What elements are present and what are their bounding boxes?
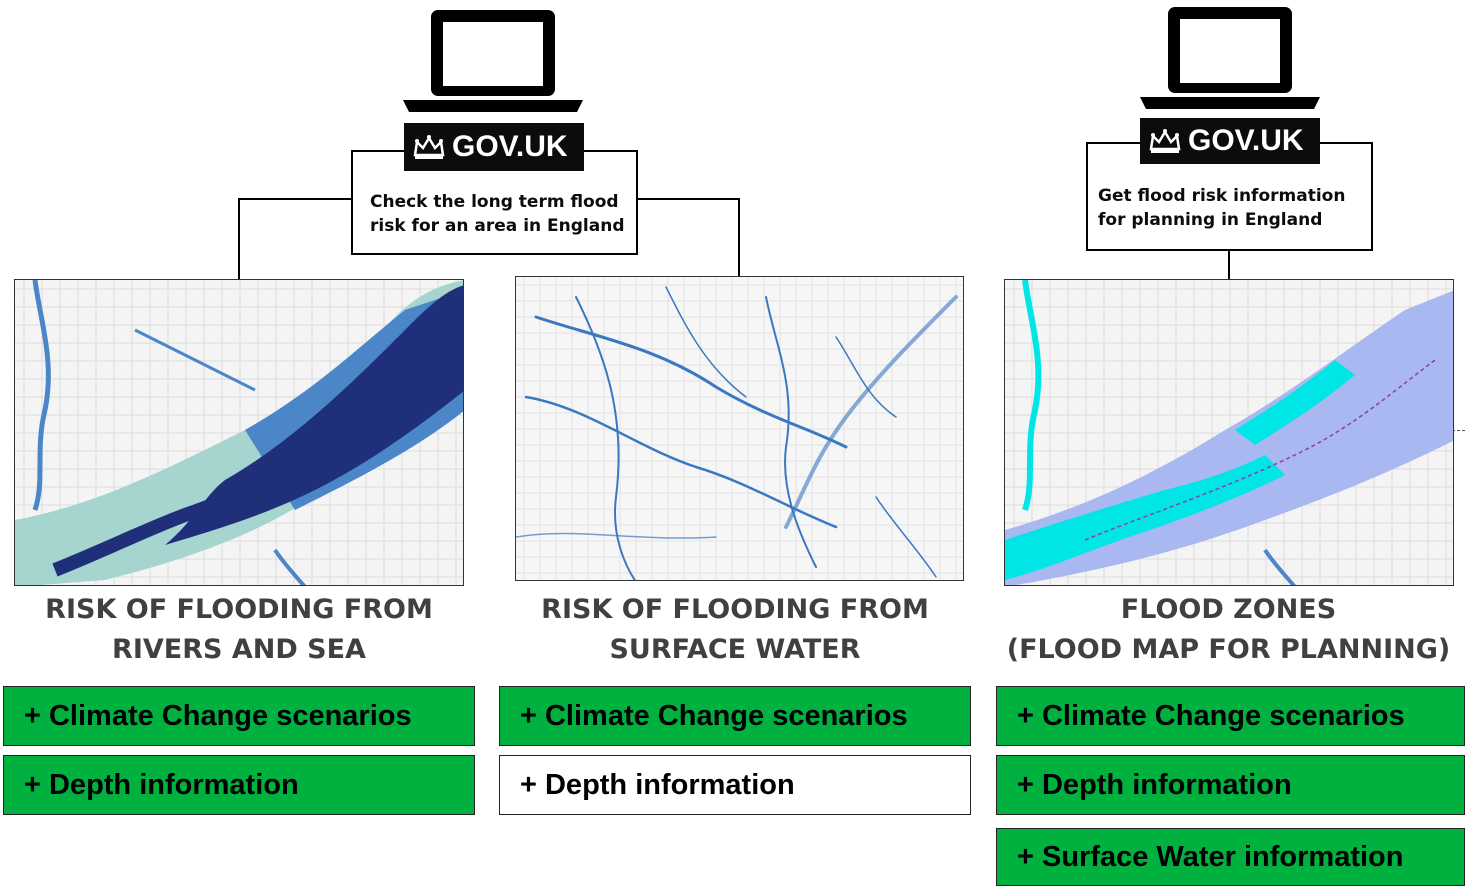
- feature-tag-label: + Depth information: [24, 768, 299, 801]
- feature-tag-climate-change: + Climate Change scenarios: [996, 686, 1465, 746]
- product-title-line: (FLOOD MAP FOR PLANNING): [1006, 634, 1451, 665]
- govuk-badge-label: GOV.UK: [1188, 124, 1304, 157]
- govuk-badge: GOV.UK: [1140, 118, 1320, 164]
- feature-tag-label: + Climate Change scenarios: [24, 699, 412, 732]
- laptop-icon: [1140, 7, 1320, 109]
- feature-tag-label: + Depth information: [520, 768, 795, 801]
- crown-icon: [413, 135, 445, 159]
- connector-line: [637, 198, 739, 200]
- product-title: RISK OF FLOODING FROM SURFACE WATER: [510, 590, 960, 670]
- product-title-line: FLOOD ZONES: [1120, 594, 1337, 625]
- crown-icon: [1149, 129, 1181, 153]
- service-name: Get flood risk information for planning …: [1098, 186, 1346, 230]
- product-title-line: RISK OF FLOODING FROM: [541, 594, 929, 625]
- product-title-line: RIVERS AND SEA: [112, 634, 366, 665]
- product-title-line: RISK OF FLOODING FROM: [45, 594, 433, 625]
- feature-tag-depth: + Depth information: [996, 755, 1465, 815]
- connector-line: [1452, 430, 1465, 431]
- connector-line: [238, 198, 240, 280]
- service-name: Check the long term flood risk for an ar…: [370, 192, 625, 236]
- feature-tag-depth: + Depth information: [499, 755, 971, 815]
- govuk-badge: GOV.UK: [404, 123, 584, 171]
- map-rivers-and-sea: [14, 279, 464, 586]
- feature-tag-surface-water: + Surface Water information: [996, 828, 1465, 886]
- laptop-icon: [403, 10, 583, 112]
- feature-tag-label: + Climate Change scenarios: [1017, 699, 1405, 732]
- product-title-line: SURFACE WATER: [609, 634, 861, 665]
- feature-tag-depth: + Depth information: [3, 755, 475, 815]
- map-surface-water: [515, 276, 964, 581]
- product-title: RISK OF FLOODING FROM RIVERS AND SEA: [14, 590, 464, 670]
- feature-tag-climate-change: + Climate Change scenarios: [3, 686, 475, 746]
- connector-line: [238, 198, 352, 200]
- feature-tag-label: + Surface Water information: [1017, 840, 1404, 873]
- product-title: FLOOD ZONES (FLOOD MAP FOR PLANNING): [996, 590, 1461, 670]
- feature-tag-label: + Climate Change scenarios: [520, 699, 908, 732]
- feature-tag-climate-change: + Climate Change scenarios: [499, 686, 971, 746]
- connector-line: [1228, 250, 1230, 279]
- govuk-badge-label: GOV.UK: [452, 130, 568, 163]
- connector-line: [738, 198, 740, 276]
- feature-tag-label: + Depth information: [1017, 768, 1292, 801]
- map-flood-zones: [1004, 279, 1454, 586]
